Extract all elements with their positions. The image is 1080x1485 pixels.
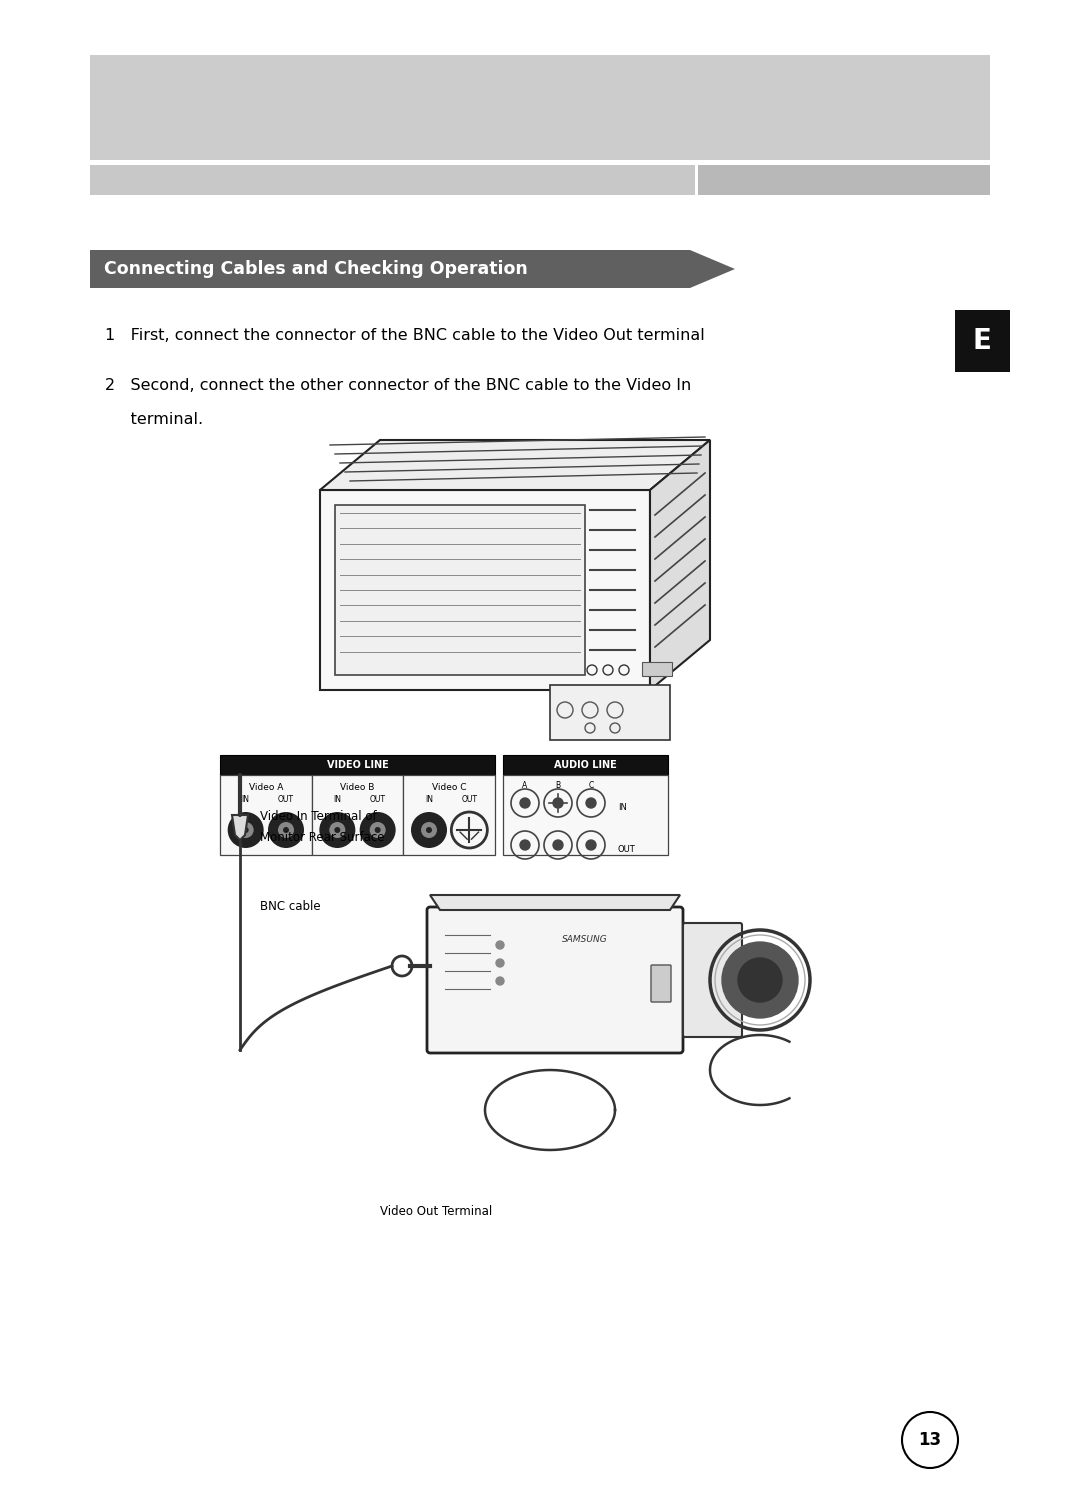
Circle shape (411, 812, 447, 848)
Circle shape (228, 812, 264, 848)
FancyBboxPatch shape (427, 907, 683, 1053)
FancyBboxPatch shape (955, 310, 1010, 373)
FancyBboxPatch shape (335, 505, 585, 676)
Text: Video Out Terminal: Video Out Terminal (380, 1204, 492, 1218)
Circle shape (335, 827, 340, 833)
FancyBboxPatch shape (642, 662, 672, 676)
Text: 2   Second, connect the other connector of the BNC cable to the Video In: 2 Second, connect the other connector of… (105, 377, 691, 392)
Text: E: E (973, 327, 991, 355)
Circle shape (369, 823, 386, 838)
FancyBboxPatch shape (220, 775, 312, 855)
Text: IN: IN (242, 796, 249, 805)
Text: Video In Terminal of: Video In Terminal of (260, 809, 377, 823)
FancyBboxPatch shape (90, 55, 990, 160)
Text: BNC cable: BNC cable (260, 900, 321, 913)
Circle shape (238, 823, 254, 838)
Text: 13: 13 (918, 1432, 942, 1449)
Circle shape (360, 812, 395, 848)
Circle shape (278, 823, 294, 838)
FancyBboxPatch shape (503, 754, 669, 775)
Polygon shape (430, 895, 680, 910)
FancyBboxPatch shape (320, 490, 650, 691)
Text: OUT: OUT (278, 796, 294, 805)
Text: IN: IN (426, 796, 433, 805)
Text: C: C (589, 781, 594, 790)
Polygon shape (650, 440, 710, 691)
Text: Connecting Cables and Checking Operation: Connecting Cables and Checking Operation (104, 260, 528, 278)
Circle shape (496, 959, 504, 967)
Polygon shape (232, 815, 248, 841)
Circle shape (586, 797, 596, 808)
Circle shape (738, 958, 782, 1002)
Circle shape (329, 823, 346, 838)
Circle shape (496, 977, 504, 985)
Text: A: A (523, 781, 528, 790)
Circle shape (519, 797, 530, 808)
Polygon shape (320, 440, 710, 490)
FancyBboxPatch shape (312, 775, 403, 855)
Text: IN: IN (334, 796, 341, 805)
Text: Monitor Rear Surface: Monitor Rear Surface (260, 832, 384, 843)
FancyBboxPatch shape (550, 685, 670, 740)
Circle shape (553, 797, 563, 808)
Text: SAMSUNG: SAMSUNG (562, 936, 608, 944)
FancyBboxPatch shape (90, 165, 696, 195)
Text: OUT: OUT (618, 845, 636, 854)
Circle shape (268, 812, 303, 848)
Text: AUDIO LINE: AUDIO LINE (554, 760, 617, 771)
FancyBboxPatch shape (503, 775, 669, 855)
Circle shape (421, 823, 437, 838)
Text: Video A: Video A (248, 783, 283, 792)
Circle shape (586, 841, 596, 849)
Circle shape (426, 827, 432, 833)
FancyBboxPatch shape (683, 924, 742, 1037)
Text: Video C: Video C (432, 783, 467, 792)
Text: OUT: OUT (369, 796, 386, 805)
FancyBboxPatch shape (220, 754, 495, 775)
Circle shape (723, 941, 798, 1019)
Circle shape (375, 827, 380, 833)
Circle shape (243, 827, 248, 833)
Text: VIDEO LINE: VIDEO LINE (326, 760, 389, 771)
Circle shape (496, 941, 504, 949)
Circle shape (320, 812, 355, 848)
FancyBboxPatch shape (651, 965, 671, 1002)
Text: terminal.: terminal. (105, 413, 203, 428)
Text: IN: IN (618, 803, 626, 812)
Text: B: B (555, 781, 561, 790)
FancyBboxPatch shape (403, 775, 495, 855)
Circle shape (519, 841, 530, 849)
Text: 1   First, connect the connector of the BNC cable to the Video Out terminal: 1 First, connect the connector of the BN… (105, 328, 705, 343)
Circle shape (553, 841, 563, 849)
Polygon shape (90, 249, 735, 288)
FancyBboxPatch shape (698, 165, 990, 195)
Text: Video B: Video B (340, 783, 375, 792)
Circle shape (283, 827, 289, 833)
Text: OUT: OUT (461, 796, 477, 805)
